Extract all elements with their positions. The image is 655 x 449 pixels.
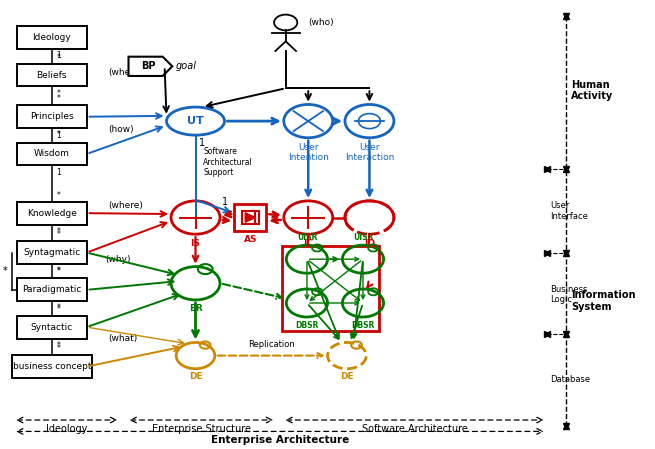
Text: *: * [56, 304, 60, 313]
Text: business concept: business concept [12, 362, 91, 371]
Text: Human
Activity: Human Activity [571, 79, 613, 101]
FancyBboxPatch shape [17, 202, 86, 224]
Text: UT: UT [187, 116, 204, 126]
Text: IO: IO [364, 238, 375, 247]
FancyBboxPatch shape [17, 143, 86, 165]
Text: Syntactic: Syntactic [31, 323, 73, 332]
Text: *: * [56, 130, 60, 139]
Text: Beliefs: Beliefs [37, 70, 67, 79]
Text: DBSR: DBSR [295, 321, 318, 330]
Text: goal: goal [176, 62, 196, 71]
Text: Enterprise Architecture: Enterprise Architecture [211, 435, 349, 445]
Text: Syntagmatic: Syntagmatic [23, 248, 81, 257]
Text: User
Interface: User Interface [550, 201, 588, 220]
Text: *: * [56, 344, 60, 353]
Text: IC: IC [303, 238, 313, 247]
Text: 1: 1 [199, 138, 206, 148]
FancyBboxPatch shape [17, 241, 86, 264]
Text: Software Architecture: Software Architecture [362, 423, 468, 434]
Text: *: * [56, 53, 60, 62]
Text: *: * [56, 94, 60, 103]
Text: 1: 1 [56, 52, 61, 61]
Text: Wisdom: Wisdom [34, 150, 70, 158]
Text: Software
Architectural
Support: Software Architectural Support [203, 147, 253, 177]
Text: IS: IS [191, 238, 200, 247]
Text: *: * [56, 267, 60, 276]
Text: BR: BR [189, 304, 202, 313]
Text: (how): (how) [109, 125, 134, 134]
Text: Paradigmatic: Paradigmatic [22, 286, 81, 295]
Text: 1: 1 [56, 167, 61, 176]
Text: (who): (who) [309, 18, 334, 27]
Text: *: * [56, 227, 60, 236]
FancyBboxPatch shape [17, 316, 86, 339]
Text: Ideology: Ideology [33, 33, 71, 42]
Text: *: * [3, 266, 8, 276]
FancyBboxPatch shape [282, 246, 379, 331]
Text: Knowledge: Knowledge [27, 209, 77, 218]
Text: DE: DE [189, 372, 202, 381]
FancyBboxPatch shape [17, 64, 86, 87]
Text: BP: BP [141, 62, 156, 71]
FancyBboxPatch shape [17, 278, 86, 301]
Text: Information
System: Information System [571, 290, 635, 312]
Text: Database: Database [550, 375, 590, 384]
Text: UISR: UISR [353, 233, 373, 242]
FancyBboxPatch shape [242, 211, 259, 224]
Text: Principles: Principles [30, 112, 73, 121]
Text: (when): (when) [109, 68, 140, 77]
Text: AS: AS [244, 235, 257, 244]
Text: (why): (why) [105, 255, 131, 264]
FancyBboxPatch shape [12, 355, 92, 378]
FancyBboxPatch shape [234, 204, 267, 231]
Text: 1: 1 [221, 197, 228, 207]
Text: Replication: Replication [248, 339, 295, 348]
Text: *: * [56, 304, 60, 313]
Text: *: * [56, 230, 60, 239]
Text: DBSR: DBSR [351, 321, 375, 330]
Text: *: * [56, 341, 60, 350]
Text: *: * [56, 190, 60, 199]
Text: UISR: UISR [297, 233, 317, 242]
Polygon shape [128, 57, 172, 76]
Polygon shape [245, 213, 255, 222]
Text: DE: DE [340, 372, 354, 381]
Text: 1: 1 [56, 132, 61, 141]
FancyBboxPatch shape [17, 106, 86, 128]
Text: User
Intention: User Intention [288, 143, 329, 163]
Text: Ideology: Ideology [46, 423, 87, 434]
FancyBboxPatch shape [17, 26, 86, 49]
Text: (what): (what) [109, 334, 138, 343]
Text: (where): (where) [109, 201, 143, 210]
Text: *: * [56, 89, 60, 98]
Text: Enterprise Structure: Enterprise Structure [152, 423, 251, 434]
Text: *: * [56, 266, 60, 275]
Text: User
Interaction: User Interaction [345, 143, 394, 163]
Text: Business
Logic: Business Logic [550, 285, 587, 304]
